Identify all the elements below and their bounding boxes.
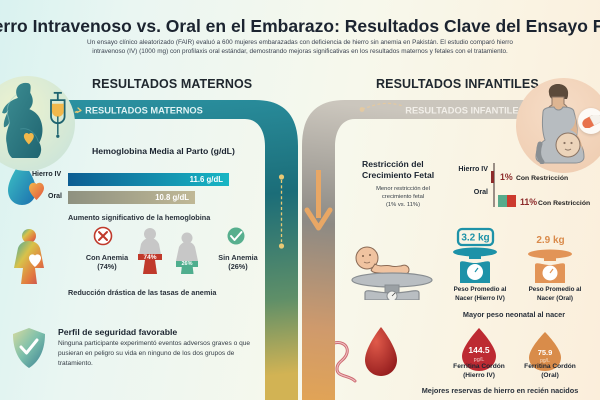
svg-text:RESULTADOS INFANTILES: RESULTADOS INFANTILES [405,106,524,116]
svg-text:RESULTADOS MATERNOS: RESULTADOS MATERNOS [85,106,203,116]
